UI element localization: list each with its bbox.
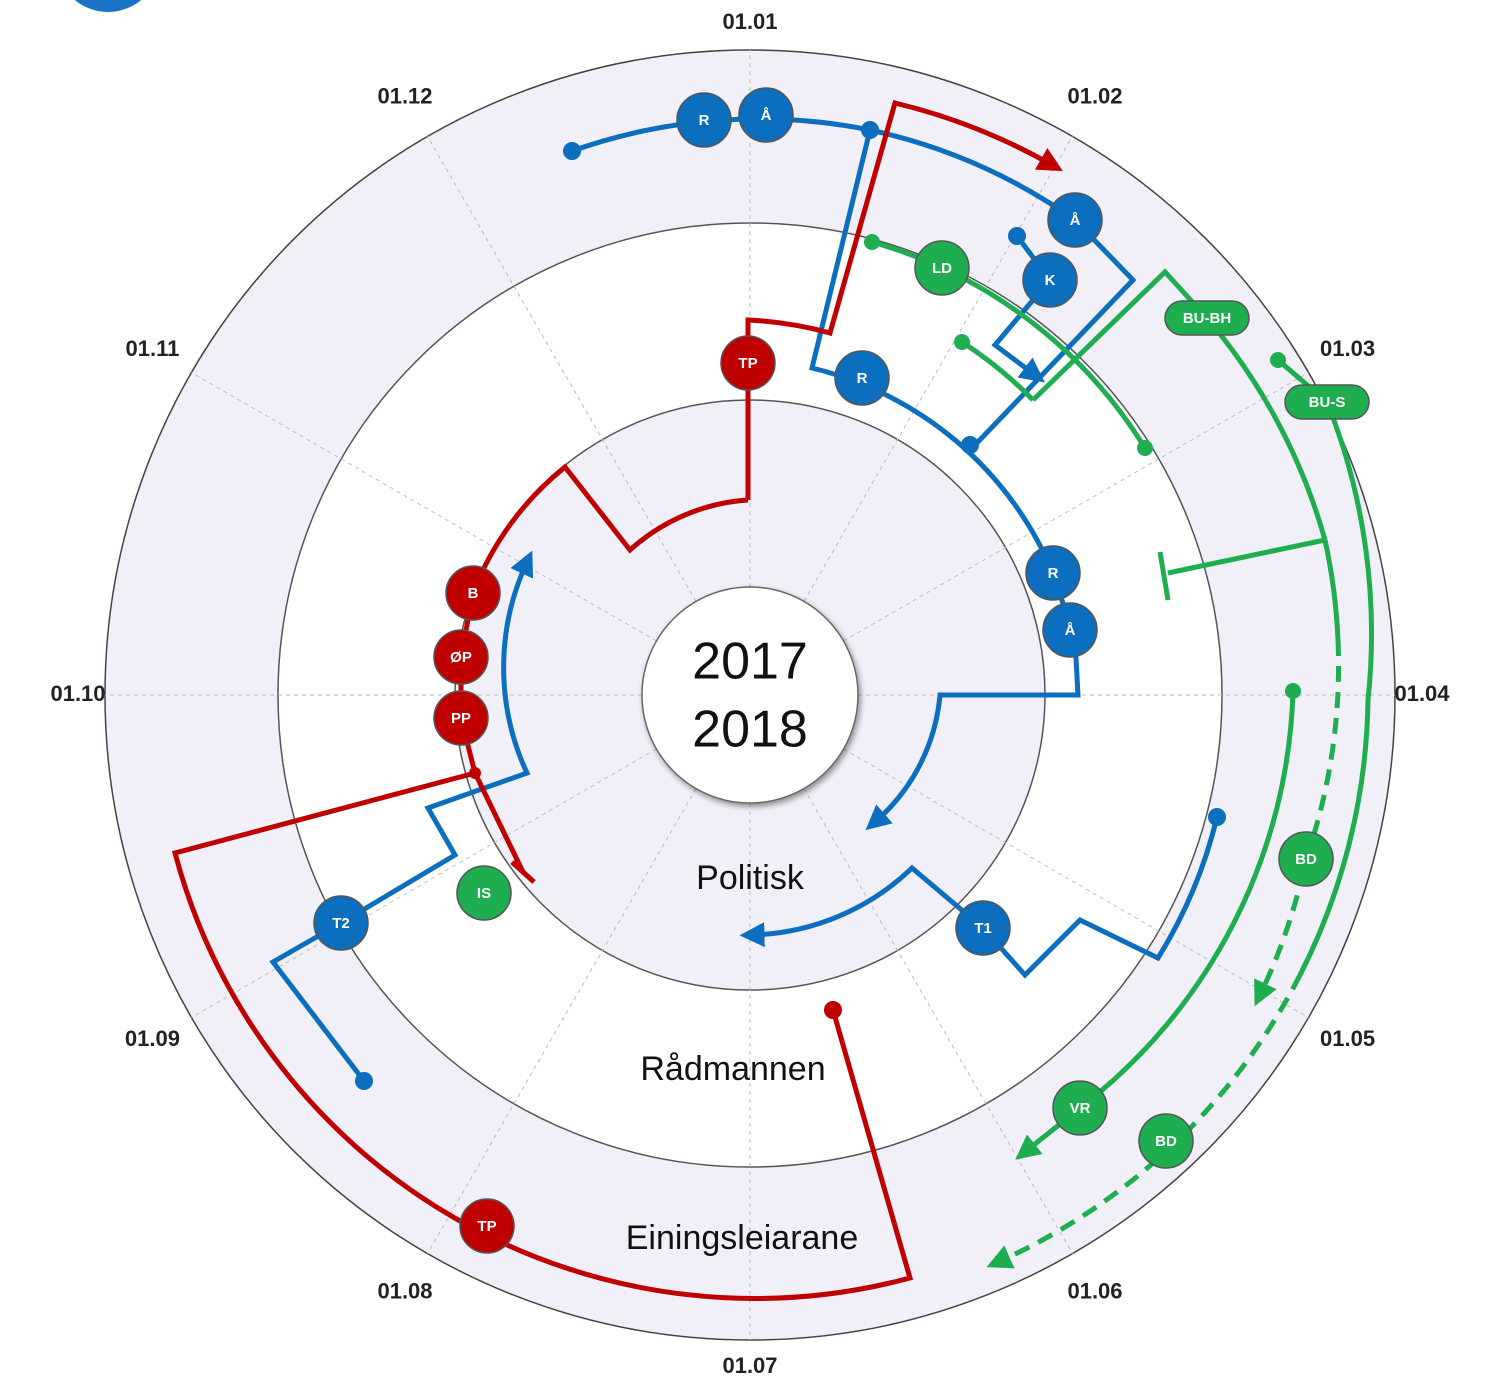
spoke: [191, 748, 657, 1018]
node-label: BU-S: [1309, 394, 1346, 411]
dot: [824, 1001, 842, 1019]
spoke: [803, 136, 1073, 602]
node-label: R: [857, 370, 868, 387]
node-label: Å: [1070, 212, 1081, 229]
dot: [469, 767, 481, 779]
month-label: 01.07: [722, 1353, 777, 1378]
dot: [1208, 808, 1226, 826]
year: 2017: [692, 633, 808, 691]
dot: [563, 142, 581, 160]
flow-line: [1167, 537, 1326, 576]
node-pill: [1284, 384, 1370, 420]
node: [834, 350, 890, 406]
spoke: [843, 748, 1309, 1018]
month-label: 01.11: [126, 336, 180, 361]
node: [1138, 1113, 1194, 1169]
flow-line: [739, 816, 1220, 979]
node: [445, 565, 501, 621]
spoke: [427, 136, 697, 602]
node-label: Å: [1065, 622, 1076, 639]
dot: [954, 334, 970, 350]
node-label: Å: [761, 107, 772, 124]
node: [1042, 602, 1098, 658]
end-bar: [1157, 551, 1171, 601]
node-label: LD: [932, 260, 952, 277]
month-labels: 01.01 01.02 01.03 01.04 01.05 01.06 01.07 01.08…: [50, 9, 1450, 1378]
spoke: [427, 788, 697, 1254]
node-label: BD: [1155, 1133, 1177, 1150]
flow-line: [269, 550, 534, 1083]
node-label: R: [1048, 565, 1059, 582]
node: [1025, 545, 1081, 601]
dot: [1008, 227, 1026, 245]
node-label: PP: [451, 710, 471, 727]
dot: [1137, 440, 1153, 456]
node-pill: [1164, 300, 1250, 336]
ring-label: Einingsleiarane: [626, 1219, 859, 1257]
node-label: IS: [477, 885, 491, 902]
node: [1047, 192, 1103, 248]
nodes: R Å Å K R R Å T1 T2 TP B ØP PP TP LD IS BD VR BD BU-BH BU-S: [313, 87, 1370, 1254]
dot: [355, 1072, 373, 1090]
node: [433, 629, 489, 685]
month-label: 01.10: [50, 681, 105, 706]
node: [313, 895, 369, 951]
node-label: BD: [1295, 851, 1317, 868]
node-label: K: [1045, 272, 1056, 289]
node-label: R: [699, 112, 710, 129]
node-label: ØP: [450, 649, 472, 666]
node-label: B: [468, 585, 479, 602]
node: [1022, 252, 1078, 308]
node: [433, 690, 489, 746]
flow-line: [1276, 358, 1375, 977]
node: [459, 1198, 515, 1254]
spoke: [843, 372, 1309, 642]
dot: [864, 234, 880, 250]
spoke: [803, 788, 1073, 1254]
node: [1052, 1080, 1108, 1136]
spoke: [191, 372, 657, 642]
flow-line: [745, 100, 1063, 500]
dots: [355, 121, 1301, 1090]
flow-line: [171, 770, 914, 1301]
node-label: T1: [974, 920, 992, 937]
node-label: TP: [477, 1218, 496, 1235]
node: [720, 335, 776, 391]
flow-line: [871, 239, 1148, 450]
node-label: TP: [738, 355, 757, 372]
center-disc: [641, 586, 859, 804]
month-label: 01.09: [125, 1026, 180, 1051]
month-label: 01.05: [1320, 1026, 1375, 1051]
dot: [861, 121, 879, 139]
corner-icon: [74, 0, 142, 12]
node: [738, 87, 794, 143]
flow-line: [1322, 539, 1341, 641]
node-label: T2: [332, 915, 350, 932]
month-label: 01.12: [377, 83, 432, 108]
node: [456, 865, 512, 921]
end-bar: [510, 860, 536, 884]
node-label: VR: [1070, 1100, 1091, 1117]
node-label: BU-BH: [1183, 310, 1231, 327]
dot: [1270, 352, 1286, 368]
month-label: 01.06: [1067, 1278, 1122, 1303]
dot: [1285, 683, 1301, 699]
ring-label: Rådmannen: [640, 1050, 825, 1088]
month-label: 01.04: [1394, 681, 1450, 706]
flow-line: [1015, 690, 1296, 1160]
node: [1278, 831, 1334, 887]
month-label: 01.02: [1067, 83, 1122, 108]
month-label: 01.08: [377, 1278, 432, 1303]
dot: [961, 436, 979, 454]
year: 2018: [692, 701, 808, 759]
month-label: 01.01: [722, 9, 777, 34]
node: [914, 240, 970, 296]
ring-label: Politisk: [696, 859, 805, 897]
node: [955, 900, 1011, 956]
month-label: 01.03: [1320, 336, 1375, 361]
node: [676, 92, 732, 148]
